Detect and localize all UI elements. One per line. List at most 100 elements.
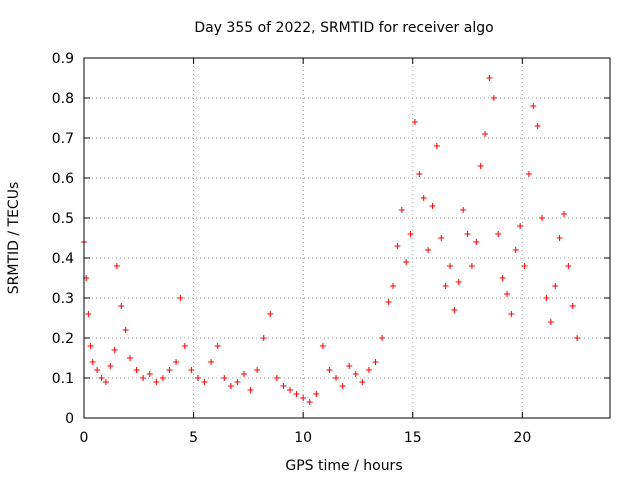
data-point [113,263,120,269]
data-point [565,263,572,269]
data-point [159,375,166,381]
data-point [208,359,215,365]
data-point [530,103,537,109]
data-point [473,239,480,245]
data-point [407,231,414,237]
data-point [547,319,554,325]
data-point [486,75,493,81]
data-point [429,203,436,209]
chart-title: Day 355 of 2022, SRMTID for receiver alg… [194,20,493,36]
data-point [425,247,432,253]
data-point [153,379,160,385]
data-point [403,259,410,265]
data-point [560,211,567,217]
data-point [438,235,445,241]
grid [84,58,610,418]
data-point [247,387,254,393]
x-tick-label: 20 [513,430,531,446]
data-point [234,379,241,385]
plot-frame [83,57,611,419]
data-point [420,195,427,201]
data-point [273,375,280,381]
data-point [89,359,96,365]
data-point [87,343,94,349]
data-point [339,383,346,389]
y-tick-label: 0.1 [52,371,74,387]
y-tick-label: 0.5 [52,211,74,227]
data-point [173,359,180,365]
data-points [81,75,581,405]
data-point [188,367,195,373]
data-point [495,231,502,237]
data-point [508,311,515,317]
data-point [372,359,379,365]
data-point [166,367,173,373]
data-point [556,235,563,241]
data-point [194,375,201,381]
data-point [133,367,140,373]
data-point [319,343,326,349]
data-point [394,243,401,249]
data-point [352,371,359,377]
data-point [574,335,581,341]
data-point [442,283,449,289]
x-tick-label: 10 [294,430,312,446]
x-tick-label: 5 [189,430,198,446]
data-point [287,387,294,393]
data-point [177,295,184,301]
tick-labels: 0 0.1 0.2 0.3 0.4 0.5 0.6 0.7 0.8 0.9 0 5 10 15 20 [52,51,532,446]
data-point [346,363,353,369]
data-point [181,343,188,349]
data-point [98,375,105,381]
y-tick-label: 0.2 [52,331,74,347]
data-point [111,347,118,353]
data-point [503,291,510,297]
data-point [365,367,372,373]
data-point [254,367,261,373]
data-point [451,307,458,313]
data-point [280,383,287,389]
y-tick-label: 0 [65,411,74,427]
data-point [379,335,386,341]
data-point [102,379,109,385]
data-point [122,327,129,333]
y-tick-label: 0.3 [52,291,74,307]
data-point [517,223,524,229]
data-point [390,283,397,289]
data-point [512,247,519,253]
data-point [398,207,405,213]
data-point [300,395,307,401]
data-point [127,355,134,361]
data-point [227,383,234,389]
y-tick-label: 0.8 [52,91,74,107]
x-tick-label: 15 [404,430,422,446]
data-point [385,299,392,305]
data-point [499,275,506,281]
y-tick-label: 0.6 [52,171,74,187]
data-point [326,367,333,373]
data-point [569,303,576,309]
data-point [293,391,300,397]
data-point [201,379,208,385]
data-point [313,391,320,397]
data-point [107,363,114,369]
data-point [539,215,546,221]
axis-ticks [83,57,610,419]
data-point [267,311,274,317]
data-point [306,399,313,405]
data-point [416,171,423,177]
data-point [477,163,484,169]
x-axis-label: GPS time / hours [285,458,402,474]
y-tick-label: 0.4 [52,251,74,267]
data-point [94,367,101,373]
data-point [260,335,267,341]
data-point [543,295,550,301]
data-point [460,207,467,213]
data-point [447,263,454,269]
y-tick-label: 0.7 [52,131,74,147]
data-point [455,279,462,285]
data-point [85,311,92,317]
data-point [482,131,489,137]
y-tick-label: 0.9 [52,51,74,67]
data-point [221,375,228,381]
